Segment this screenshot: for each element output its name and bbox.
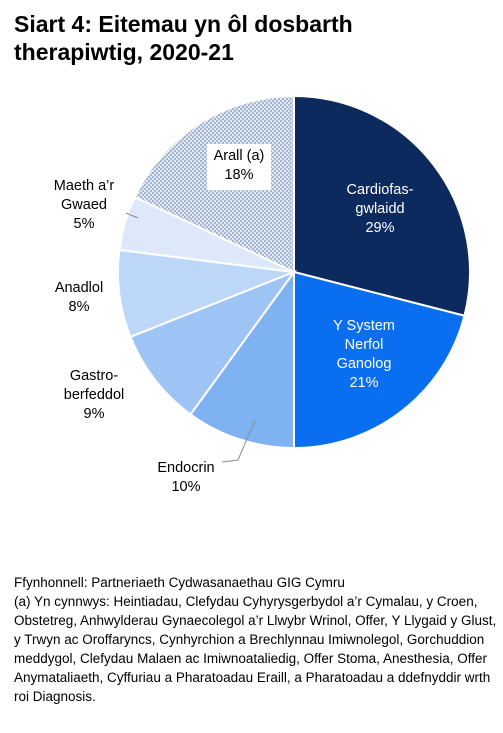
slice-value-label-4: 9% (84, 406, 105, 422)
chart-notes: Ffynhonnell: Partneriaeth Cydwasanaethau… (14, 573, 498, 706)
leader-line-6 (125, 212, 139, 219)
slice-category-label-3: Endocrin (157, 460, 214, 476)
pie-slice-4 (129, 269, 297, 416)
footnote-a: (a) Yn cynnwys: Heintiadau, Clefydau Cyh… (14, 594, 497, 704)
chart-title-line-2: therapiwtig, 2020-21 (14, 39, 234, 65)
pie-slice-5 (117, 248, 295, 339)
slice-category-label-5: Anadlol (55, 280, 103, 296)
pie-slice-2 (293, 270, 466, 450)
slice-category-label-4: berfeddol (64, 387, 124, 403)
pie-slice-3 (189, 268, 295, 450)
slice-value-label-2: 21% (349, 375, 378, 391)
slice-category-label-2: Ganolog (337, 356, 392, 372)
slice-value-label-5: 8% (69, 299, 90, 315)
slice-value-label-3: 10% (171, 479, 200, 495)
slice-value-label-6: 5% (74, 216, 95, 232)
slice-category-label-2: Y System (333, 318, 395, 334)
source-note: Ffynhonnell: Partneriaeth Cydwasanaethau… (14, 575, 345, 590)
slice-category-label-1: gwlaidd (355, 201, 404, 217)
leader-line-3 (221, 419, 256, 463)
slice-category-label-1: Cardiofas- (347, 182, 414, 198)
slice-category-label-2: Nerfol (345, 337, 384, 353)
slice-category-label-6: Gwaed (61, 197, 107, 213)
label-background-7 (207, 144, 271, 190)
slice-category-label-6: Maeth a’r (54, 178, 115, 194)
pie-chart: Cardiofas-gwlaidd 29% Y System Nerfol Ganolo… (54, 94, 471, 495)
pie-slice-1 (293, 94, 471, 317)
chart-title: Siart 4: Eitemau yn ôl dosbarth therapiw… (14, 10, 494, 66)
chart-title-line-1: Siart 4: Eitemau yn ôl dosbarth (14, 11, 353, 37)
slice-value-label-7: 18% (224, 167, 253, 183)
slice-category-label-7: Arall (a) (214, 148, 265, 164)
slice-category-label-4: Gastro- (70, 368, 119, 384)
slice-value-label-1: 29% (365, 220, 394, 236)
